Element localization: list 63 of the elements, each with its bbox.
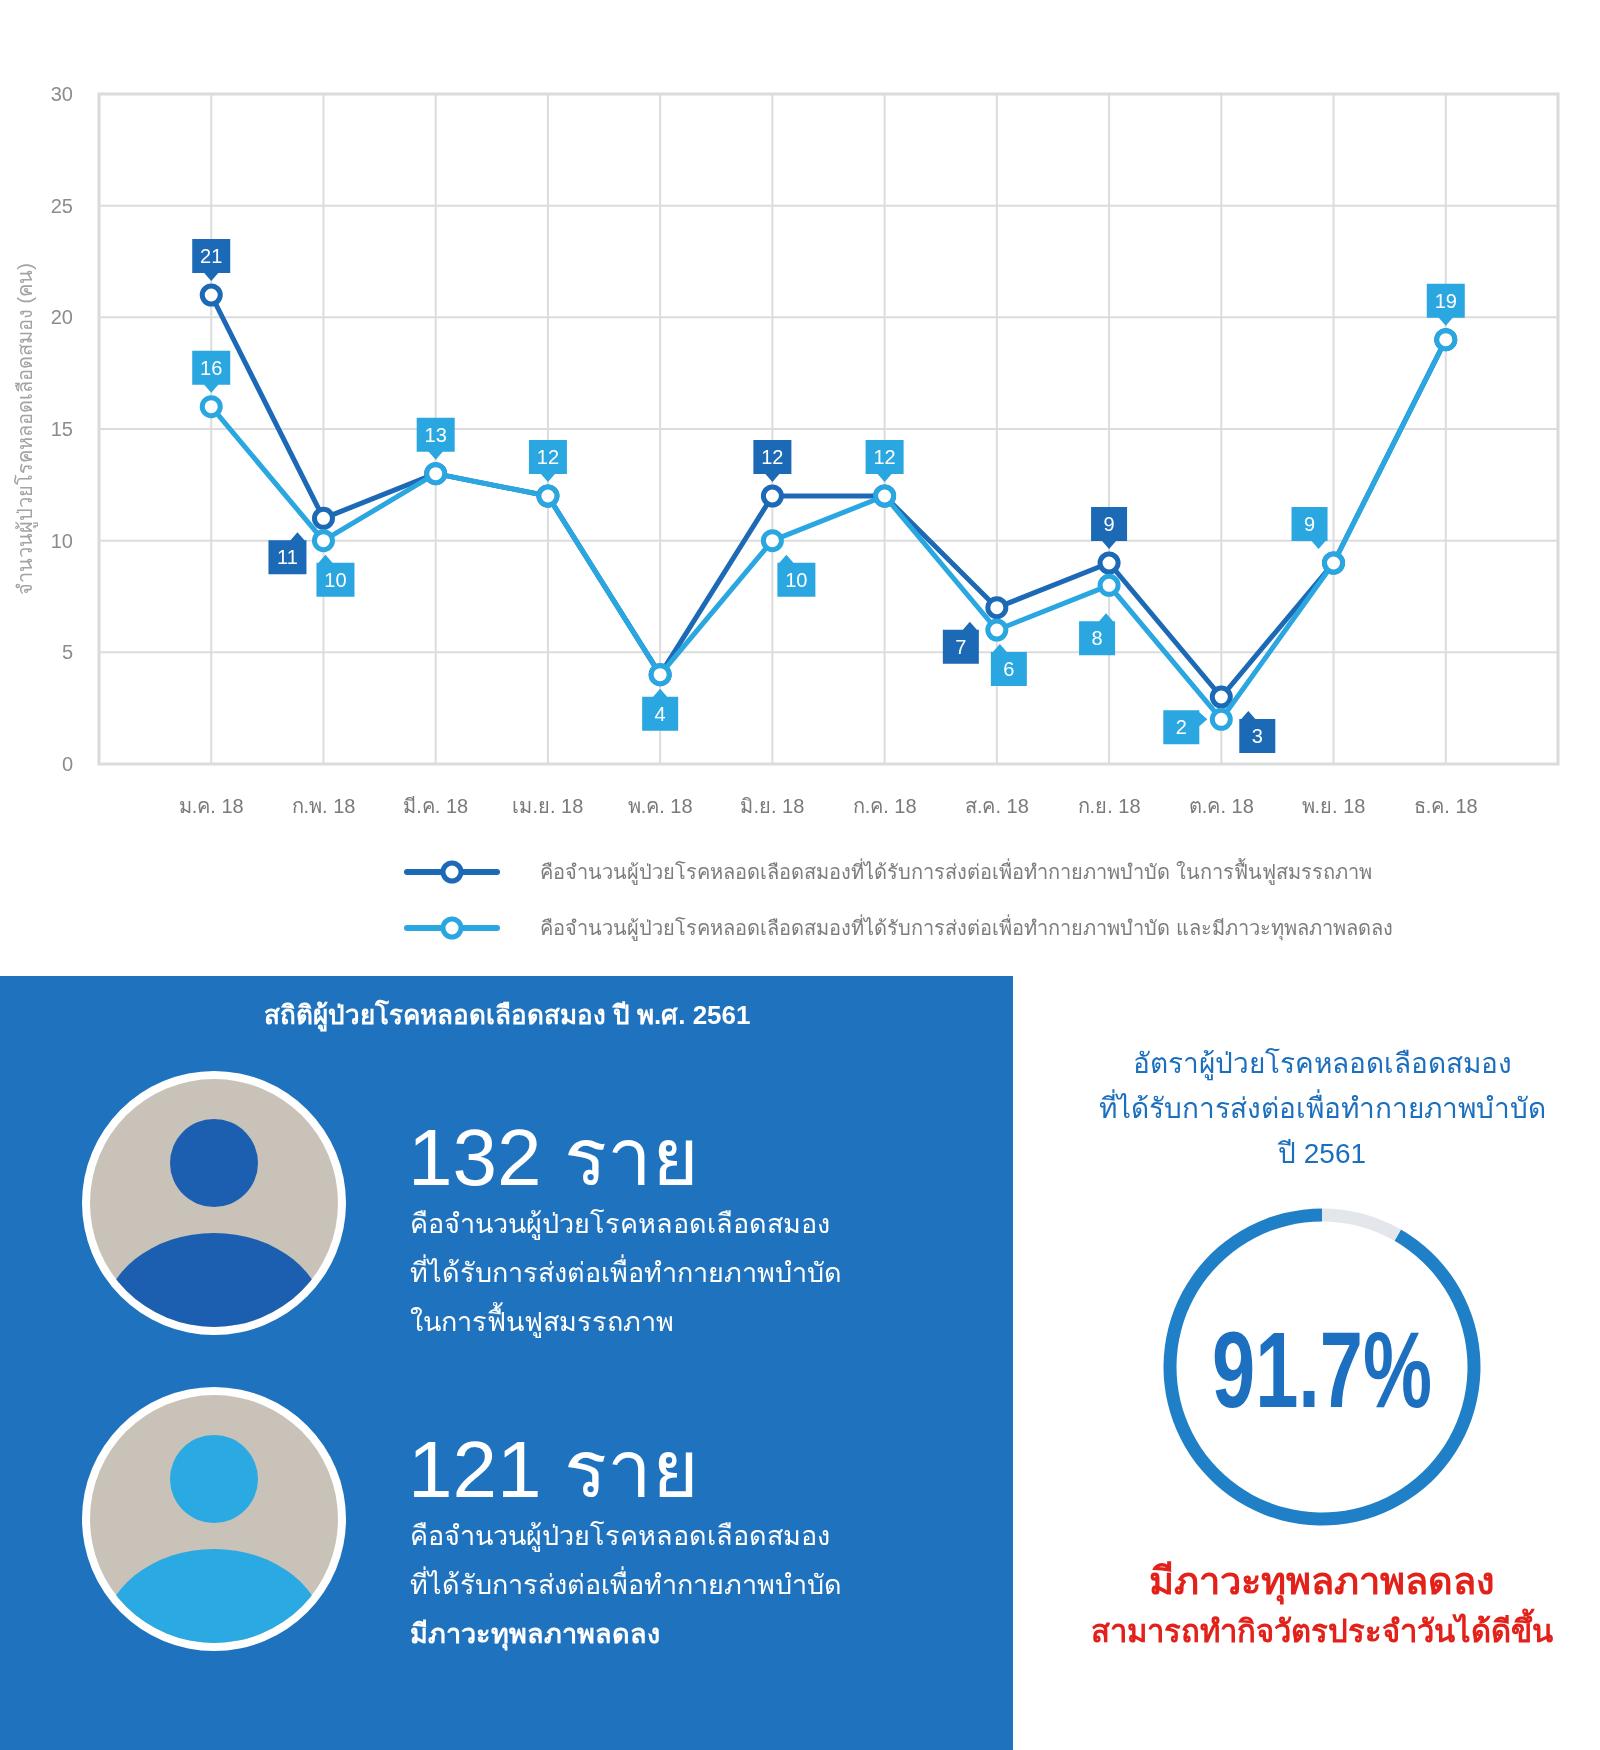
x-tick-label: ธ.ค. 18 <box>1413 795 1478 817</box>
data-label: 9 <box>1103 513 1115 535</box>
legend-label: คือจำนวนผู้ป่วยโรคหลอดเลือดสมองที่ได้รับการส่งต่อเพื่อทำกายภาพบำบัด และมีภาวะทุพลภาพลดลง <box>540 914 1393 941</box>
data-label: 10 <box>785 568 808 591</box>
point <box>199 395 223 419</box>
x-tick-label: ก.พ. 18 <box>291 795 356 817</box>
legend-label: คือจำนวนผู้ป่วยโรคหลอดเลือดสมองที่ได้รับการส่งต่อเพื่อทำกายภาพบำบัด ในการฟื้นฟูสมรรถภาพ <box>540 858 1372 885</box>
data-label: 4 <box>654 702 666 725</box>
data-label: 7 <box>955 635 967 658</box>
donut-slice <box>1322 1208 1401 1241</box>
text: สามารถทำกิจวัตรประจำวันได้ดีขึ้น <box>1091 1608 1553 1649</box>
data-label: 10 <box>324 568 347 591</box>
data-label: 21 <box>200 245 223 267</box>
point <box>1209 685 1233 709</box>
data-label: 19 <box>1434 289 1457 312</box>
point <box>760 484 784 508</box>
y-axis-title: จำนวนผู้ป่วยโรคหลอดเลือดสมอง (คน) <box>14 263 38 595</box>
y-tick-label: 10 <box>50 529 73 552</box>
data-label: 16 <box>200 356 223 379</box>
y-tick-label: 30 <box>50 83 73 105</box>
text: คือจำนวนผู้ป่วยโรคหลอดเลือดสมอง ที่ได้รับการส่งต่อเพื่อทำกายภาพบำบัด มีภาวะทุพลภาพลดลง <box>410 1521 842 1651</box>
point <box>1097 551 1121 575</box>
point <box>985 618 1009 642</box>
data-label: 9 <box>1303 513 1316 535</box>
data-label: 13 <box>424 423 447 446</box>
text: มีภาวะทุพลภาพลดลง <box>1149 1560 1495 1605</box>
x-tick-label: ส.ค. 18 <box>964 795 1029 817</box>
data-label: 12 <box>536 446 560 468</box>
data-label: 2 <box>1175 716 1187 739</box>
data-label: 12 <box>761 446 784 468</box>
point <box>1209 707 1233 731</box>
y-tick-label: 0 <box>61 753 73 775</box>
text: สถิติผู้ป่วยโรคหลอดเลือดสมอง ปี พ.ศ. 2561 <box>263 999 751 1032</box>
y-tick-label: 5 <box>61 641 73 664</box>
x-tick-label: ต.ค. 18 <box>1188 795 1254 817</box>
data-label: 11 <box>277 546 298 569</box>
data-label: 91.7% <box>1212 1309 1519 1430</box>
data-label: 12 <box>873 446 896 468</box>
x-tick-label: พ.ค. 18 <box>627 795 693 817</box>
x-tick-label: ก.ย. 18 <box>1077 795 1141 817</box>
point <box>311 529 335 553</box>
x-tick-label: ก.ค. 18 <box>852 795 917 817</box>
text: 132 ราย <box>408 1113 699 1202</box>
text: คือจำนวนผู้ป่วยโรคหลอดเลือดสมอง ที่ได้รับการส่งต่อเพื่อทำกายภาพบำบัด ในการฟื้นฟูสมรรถภาพ <box>410 1209 842 1338</box>
point <box>760 529 784 553</box>
point <box>985 596 1009 620</box>
data-label: 3 <box>1251 725 1263 747</box>
x-tick-label: มิ.ย. 18 <box>740 795 805 817</box>
y-tick-label: 15 <box>50 418 73 440</box>
x-tick-label: มี.ค. 18 <box>403 795 469 817</box>
x-tick-label: ม.ค. 18 <box>178 795 244 817</box>
text: 121 ราย <box>408 1425 699 1514</box>
point <box>311 506 335 530</box>
chart-title: อัตราผู้ป่วยโรคหลอดเลือดสมอง ที่ได้รับการส่งต่อเพื่อทำกายภาพบำบัด ปี 2561 <box>1098 1047 1546 1169</box>
data-label: 8 <box>1091 627 1103 650</box>
y-tick-label: 20 <box>50 306 73 329</box>
y-tick-label: 25 <box>50 194 73 217</box>
point <box>199 283 223 307</box>
x-tick-label: พ.ย. 18 <box>1301 795 1366 817</box>
x-tick-label: เม.ย. 18 <box>512 795 584 817</box>
point <box>1097 573 1121 597</box>
data-label: 6 <box>1003 658 1015 680</box>
donut-slice <box>1163 1208 1481 1526</box>
